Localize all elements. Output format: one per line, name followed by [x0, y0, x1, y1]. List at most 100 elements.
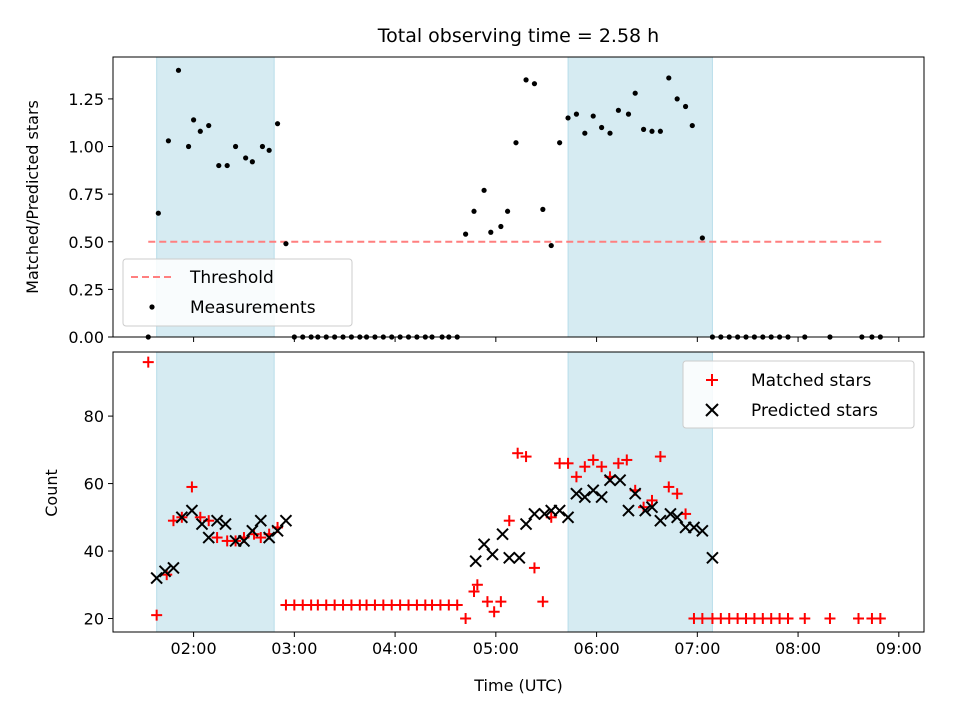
predicted-point [595, 490, 608, 504]
measurement-point [266, 147, 272, 153]
predicted-point [167, 561, 180, 575]
x-tick-label: 04:00 [372, 639, 418, 658]
measurement-point [488, 229, 494, 235]
measurement-point [471, 208, 477, 214]
count-axes-frame [112, 351, 925, 633]
predicted-point [519, 517, 533, 531]
measurement-point [649, 128, 655, 134]
count-y-ticks: 20 40 60 80 [84, 407, 113, 629]
observing-window-1 [156, 351, 275, 633]
x-axis-label: Time (UTC) [473, 676, 562, 695]
predicted-point [262, 531, 276, 544]
measurement-point [674, 96, 680, 102]
y-tick-label: 40 [84, 542, 104, 561]
predicted-point [279, 514, 293, 527]
predicted-point [246, 524, 259, 538]
threshold-legend-label: Threshold [189, 268, 274, 288]
x-tick-label: 08:00 [775, 639, 821, 658]
y-tick-label: 80 [84, 407, 104, 426]
measurement-point [640, 126, 647, 132]
matched-point [874, 613, 886, 625]
predicted-point [706, 551, 719, 564]
matched-point [528, 562, 540, 574]
predicted-point [271, 524, 284, 538]
measurement-point [504, 208, 511, 214]
predicted-point [486, 548, 499, 561]
matched-point [570, 471, 582, 483]
y-tick-label: 0.75 [68, 185, 104, 204]
predicted-point [603, 473, 617, 487]
ratio-y-axis-label: Matched/Predicted stars [23, 100, 42, 294]
matched-point [460, 613, 472, 625]
matched-point [596, 461, 608, 473]
measurement-point [206, 122, 212, 129]
measurement-point [657, 128, 663, 134]
matched-point [481, 596, 493, 608]
ratio-axes-frame [112, 56, 925, 338]
ratio-legend: Threshold Measurements [122, 258, 353, 327]
matched-legend-label: Matched stars [751, 371, 871, 391]
predicted-point [528, 507, 541, 521]
predicted-point [210, 514, 224, 527]
x-tick-label: 02:00 [171, 639, 217, 658]
measurement-point [243, 155, 249, 161]
measurement-point [590, 113, 596, 119]
matched-point [562, 457, 574, 469]
matched-point [646, 494, 658, 506]
predicted-point [664, 507, 677, 521]
predicted-point [553, 504, 566, 517]
matched-point [503, 515, 515, 527]
measurement-point [540, 206, 546, 212]
y-tick-label: 1.00 [68, 138, 104, 157]
predicted-point [254, 514, 267, 527]
count-x-ticks: 02:00 03:00 04:00 05:00 06:00 07:00 08:00 09:00 [171, 632, 922, 658]
matched-point [799, 613, 811, 625]
measurement-point [531, 81, 538, 87]
measurement-point [689, 122, 695, 129]
y-tick-label: 0.00 [68, 328, 104, 347]
matched-point [211, 532, 223, 544]
predicted-point [477, 538, 491, 551]
x-tick-label: 05:00 [473, 639, 519, 658]
measurement-point [573, 111, 580, 117]
predicted-point [561, 511, 575, 524]
predicted-point [687, 521, 701, 534]
measurements-legend-swatch [149, 304, 155, 310]
predicted-point [158, 565, 172, 578]
x-tick-label: 09:00 [876, 639, 922, 658]
measurements-legend-label: Measurements [190, 298, 316, 318]
matched-point [495, 596, 507, 608]
measurement-point [175, 67, 182, 73]
predicted-point [513, 551, 526, 564]
predicted-point [150, 571, 163, 585]
matched-point [824, 613, 836, 625]
count-legend: Matched stars Predicted stars [682, 360, 915, 429]
measurement-point [599, 124, 605, 131]
measurement-point [190, 117, 197, 123]
measurement-point [463, 231, 469, 237]
predicted-point [185, 504, 199, 517]
predicted-point [496, 527, 509, 541]
matched-point [696, 613, 708, 625]
predicted-point [696, 524, 709, 538]
predicted-point [622, 504, 635, 517]
measurement-point [557, 140, 563, 146]
measurement-point [682, 103, 689, 110]
measurement-point [582, 130, 588, 136]
matched-point [654, 451, 666, 463]
matched-point [151, 609, 163, 621]
measurement-point [481, 187, 487, 193]
measurement-point [615, 107, 622, 113]
count-series [142, 356, 886, 625]
matched-point [451, 599, 463, 611]
measurement-point [607, 130, 613, 136]
measurement-point [185, 143, 192, 150]
predicted-legend-swatch [705, 403, 719, 417]
matched-point [142, 356, 154, 368]
observing-window-2 [567, 56, 713, 338]
ratio-y-ticks: 0.00 0.25 0.50 0.75 1.00 1.25 [68, 90, 113, 347]
predicted-point [219, 517, 232, 531]
measurement-point [165, 138, 172, 144]
measurement-point [249, 159, 255, 165]
